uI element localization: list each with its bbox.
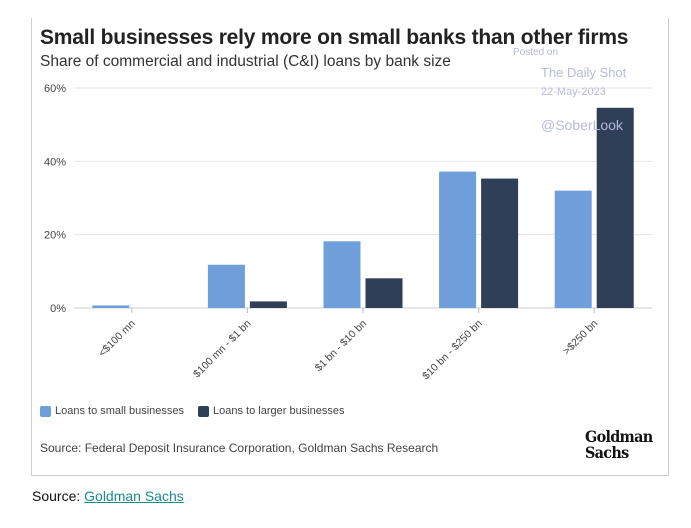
- bar-small: [554, 190, 592, 308]
- logo-line1: Goldman: [585, 427, 653, 446]
- x-tick-label: $10 bn - $250 bn: [420, 318, 485, 383]
- y-tick-label: 0%: [50, 303, 66, 315]
- bar-small: [439, 171, 477, 308]
- y-tick-label: 20%: [44, 230, 66, 242]
- chart-source: Source: Federal Deposit Insurance Corpor…: [40, 441, 439, 455]
- watermark-posted: Posted on: [513, 47, 559, 58]
- watermark-handle: @SoberLook: [541, 117, 623, 133]
- bar-larger: [249, 301, 287, 308]
- logo-line2: Sachs: [585, 443, 629, 462]
- y-tick-label: 40%: [44, 156, 66, 168]
- footer-source-link[interactable]: Goldman Sachs: [84, 488, 184, 504]
- legend-label-small: Loans to small businesses: [55, 405, 185, 417]
- watermark-site: The Daily Shot: [541, 65, 627, 80]
- x-tick-label: $100 mn - $1 bn: [191, 318, 254, 381]
- goldman-sachs-logo: Goldman Sachs: [585, 427, 653, 462]
- footer-label: Source:: [32, 488, 81, 504]
- footer-source: Source: Goldman Sachs: [32, 488, 184, 504]
- bar-larger: [365, 278, 403, 308]
- x-tick-label: >$250 bn: [561, 318, 601, 358]
- bar-larger: [481, 178, 519, 308]
- legend-swatch-small: [40, 405, 51, 417]
- legend-label-larger: Loans to larger businesses: [213, 405, 345, 417]
- legend-swatch-larger: [198, 405, 210, 417]
- legend: Loans to small businesses Loans to large…: [40, 405, 344, 417]
- bar-larger: [596, 107, 634, 308]
- chart-frame: [31, 18, 669, 476]
- bar-small: [92, 305, 130, 308]
- bar-small: [207, 264, 245, 308]
- chart-title: Small businesses rely more on small bank…: [40, 26, 629, 49]
- watermark-date: 22-May-2023: [541, 86, 606, 98]
- y-tick-label: 60%: [44, 83, 66, 95]
- x-tick-label: $1 bn - $10 bn: [313, 318, 369, 374]
- bar-small: [323, 241, 361, 308]
- chart-subtitle: Share of commercial and industrial (C&I)…: [40, 53, 451, 70]
- x-tick-label: <$100 mn: [96, 318, 138, 360]
